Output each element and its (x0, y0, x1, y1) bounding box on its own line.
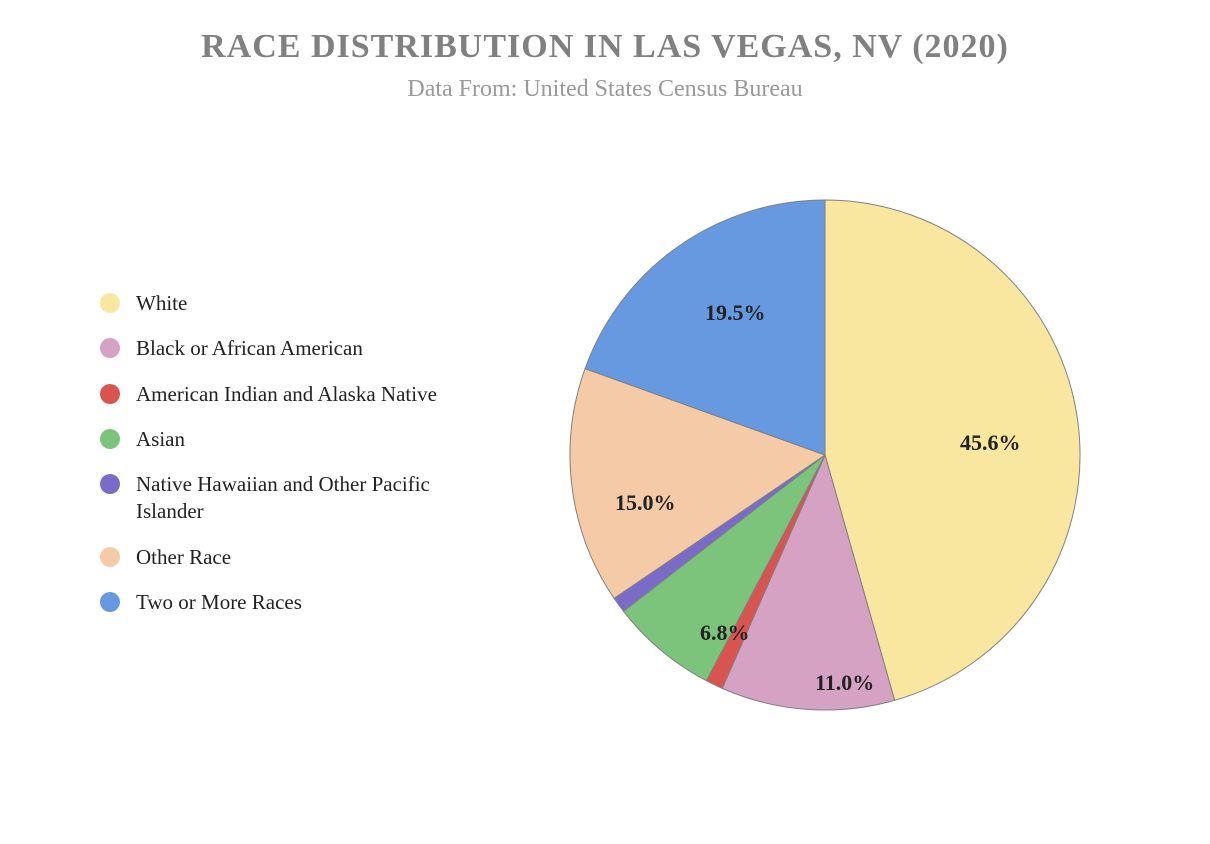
slice-label: 19.5% (705, 300, 766, 326)
chart-title: RACE DISTRIBUTION IN LAS VEGAS, NV (2020… (0, 0, 1210, 66)
legend-label: Native Hawaiian and Other Pacific Island… (136, 471, 500, 526)
chart-subtitle: Data From: United States Census Bureau (0, 76, 1210, 103)
legend-item: Two or More Races (100, 589, 500, 616)
legend-label: Two or More Races (136, 589, 302, 616)
legend-item: Native Hawaiian and Other Pacific Island… (100, 471, 500, 526)
pie-chart: 45.6% 11.0% 6.8% 15.0% 19.5% (560, 190, 1090, 725)
legend-swatch (100, 547, 120, 567)
legend-swatch (100, 293, 120, 313)
legend-item: American Indian and Alaska Native (100, 381, 500, 408)
legend-label: American Indian and Alaska Native (136, 381, 437, 408)
legend-label: Black or African American (136, 335, 363, 362)
legend-swatch (100, 592, 120, 612)
slice-label: 11.0% (815, 670, 874, 696)
legend-label: Other Race (136, 544, 231, 571)
slice-label: 15.0% (615, 490, 676, 516)
legend-label: White (136, 290, 187, 317)
legend-item: Asian (100, 426, 500, 453)
legend-item: Black or African American (100, 335, 500, 362)
legend-label: Asian (136, 426, 185, 453)
legend: White Black or African American American I… (100, 290, 500, 634)
legend-swatch (100, 338, 120, 358)
slice-label: 6.8% (700, 620, 750, 646)
legend-item: Other Race (100, 544, 500, 571)
legend-item: White (100, 290, 500, 317)
chart-area: White Black or African American American I… (0, 180, 1210, 820)
legend-swatch (100, 384, 120, 404)
legend-swatch (100, 429, 120, 449)
slice-label: 45.6% (960, 430, 1021, 456)
legend-swatch (100, 474, 120, 494)
